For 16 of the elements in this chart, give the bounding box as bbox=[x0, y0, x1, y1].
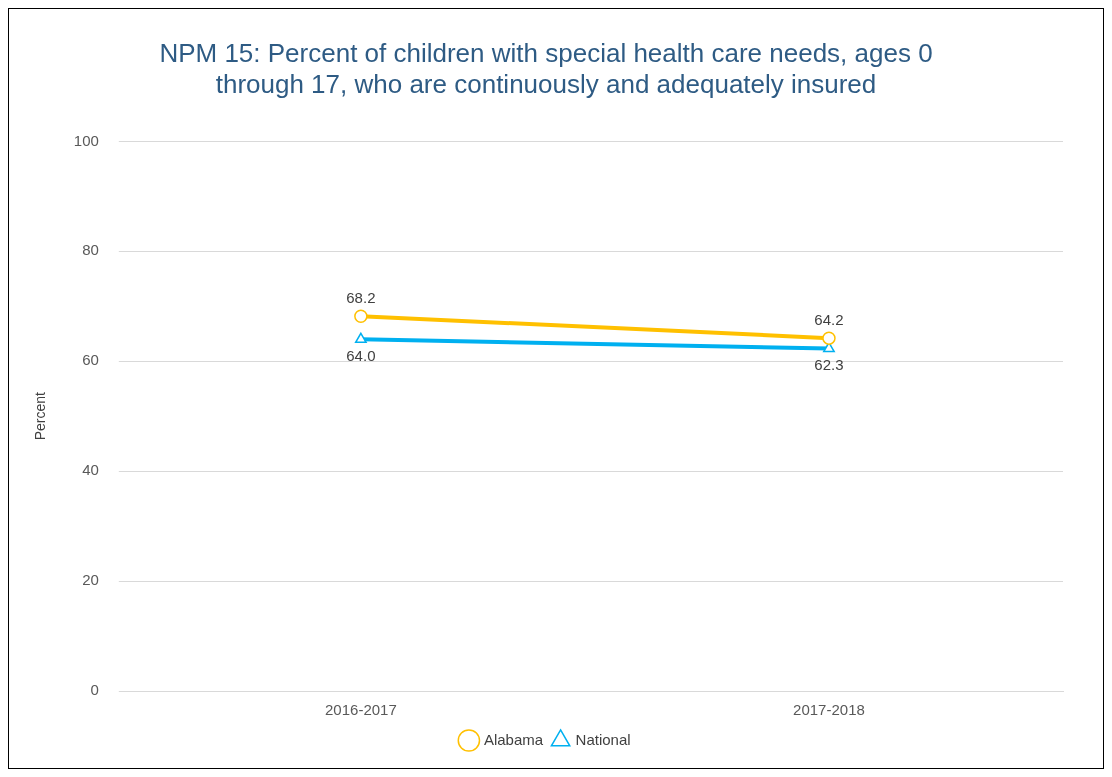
y-tick-label: 80 bbox=[82, 241, 99, 259]
data-label: 64.0 bbox=[346, 346, 376, 364]
legend-label: National bbox=[575, 730, 631, 748]
y-tick-label: 100 bbox=[73, 131, 99, 149]
data-label: 68.2 bbox=[346, 288, 376, 306]
data-label: 62.3 bbox=[814, 356, 844, 374]
data-label: 64.2 bbox=[814, 310, 844, 328]
y-tick-label: 40 bbox=[82, 461, 99, 479]
x-tick-label: 2016-2017 bbox=[325, 701, 397, 719]
y-tick-label: 0 bbox=[90, 681, 99, 699]
legend-label: Alabama bbox=[483, 730, 544, 748]
y-tick-label: 60 bbox=[82, 351, 99, 369]
y-axis-title: Percent bbox=[32, 391, 49, 441]
y-tick-label: 20 bbox=[82, 571, 99, 589]
x-tick-label: 2017-2018 bbox=[793, 701, 865, 719]
chart-title: NPM 15: Percent of children with special health care needs, ages 0 through 17, who are continuously and adequately insured bbox=[159, 37, 933, 99]
